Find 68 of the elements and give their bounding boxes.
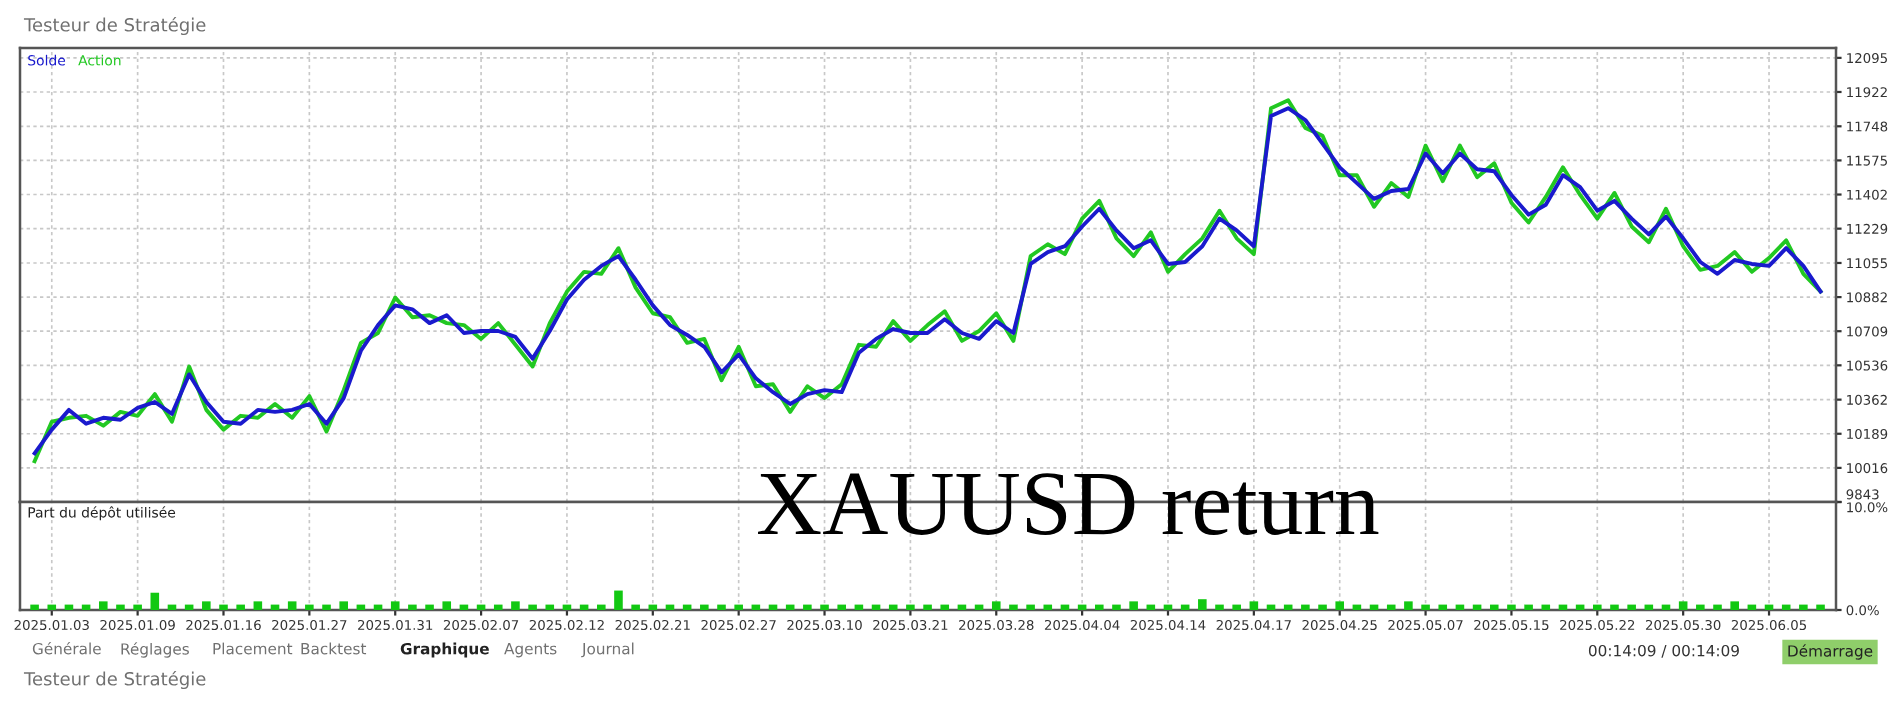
bar <box>1026 604 1035 610</box>
bar <box>390 601 400 610</box>
bar <box>940 604 950 610</box>
bar <box>1301 604 1310 610</box>
bar <box>528 604 537 610</box>
bar <box>597 604 606 610</box>
bar <box>631 604 640 610</box>
bar <box>116 604 125 610</box>
bar <box>1438 604 1448 610</box>
bar <box>1215 604 1224 610</box>
bar <box>1232 604 1241 610</box>
bar <box>1489 604 1499 610</box>
bar <box>1696 604 1705 610</box>
bar <box>1524 604 1533 610</box>
bar <box>1129 601 1138 610</box>
bar <box>1541 604 1551 610</box>
bar <box>1730 601 1739 610</box>
bar <box>923 604 932 610</box>
bar <box>1009 604 1018 610</box>
bar <box>30 604 39 610</box>
bar <box>1335 601 1345 610</box>
bar <box>287 601 297 610</box>
bar <box>202 601 211 610</box>
chart-title: Testeur de Stratégie <box>23 16 206 36</box>
bar <box>991 601 1001 610</box>
bar <box>1713 604 1722 610</box>
bar <box>1198 599 1207 610</box>
bar <box>133 604 142 610</box>
bar <box>803 604 812 610</box>
bar <box>305 604 314 610</box>
bar <box>545 604 555 610</box>
bar <box>442 601 452 610</box>
bar <box>150 592 160 610</box>
bar <box>1799 604 1808 610</box>
bar <box>888 604 898 610</box>
bar <box>236 604 245 610</box>
bar <box>1816 604 1825 610</box>
bar <box>1386 604 1396 610</box>
bar <box>1610 604 1619 610</box>
bar <box>1627 604 1636 610</box>
bar <box>717 604 726 610</box>
bar <box>339 601 348 610</box>
bar <box>1678 601 1688 610</box>
bar <box>1507 604 1516 610</box>
bar <box>219 604 228 610</box>
bar <box>253 601 263 610</box>
bar <box>1593 604 1602 610</box>
bar <box>47 604 57 610</box>
bar <box>837 604 846 610</box>
text: Testeur de Stratégie <box>23 670 206 690</box>
bar <box>906 604 915 610</box>
bar <box>1421 604 1430 610</box>
bar <box>1404 601 1413 610</box>
bar <box>1112 604 1121 610</box>
bar <box>511 601 520 610</box>
bar <box>734 604 743 610</box>
bar <box>1318 604 1327 610</box>
bar <box>1249 601 1259 610</box>
bar <box>493 604 503 610</box>
bar <box>1095 604 1104 610</box>
bar <box>425 604 434 610</box>
bar <box>820 604 829 610</box>
bar <box>1043 604 1053 610</box>
bar <box>408 604 417 610</box>
bar <box>700 604 709 610</box>
bar <box>614 590 623 610</box>
bar <box>322 604 331 610</box>
bar <box>98 601 108 610</box>
